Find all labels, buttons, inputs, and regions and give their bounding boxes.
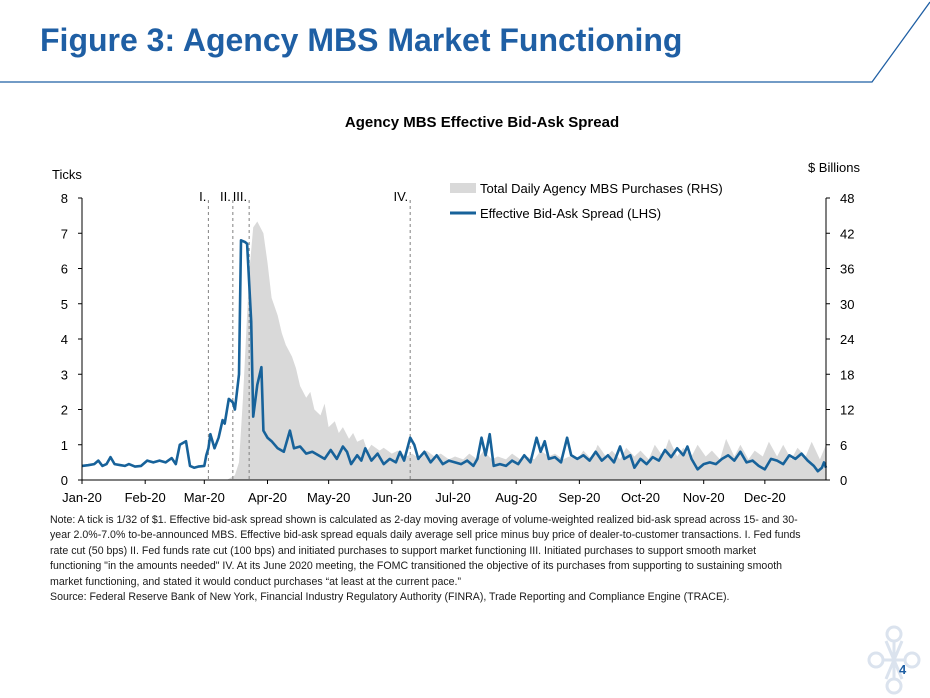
x-tick-label: Dec-20 — [744, 490, 786, 505]
x-tick-label: Apr-20 — [248, 490, 287, 505]
y-left-tick-label: 0 — [61, 473, 68, 488]
spread-line-layer — [81, 239, 828, 473]
mbs-chart: Agency MBS Effective Bid-Ask Spread Tick… — [52, 114, 861, 505]
y-right-tick-label: 12 — [840, 403, 854, 418]
fed-knot-logo — [867, 625, 921, 695]
event-label-3: III. — [233, 189, 247, 204]
x-tick-label: May-20 — [307, 490, 350, 505]
y-right-tick-label: 24 — [840, 332, 854, 347]
chart-title: Agency MBS Effective Bid-Ask Spread — [345, 114, 619, 131]
y-right-tick-label: 6 — [840, 438, 847, 453]
purchases-area-layer — [82, 221, 826, 480]
x-tick-label: Nov-20 — [683, 490, 725, 505]
chart-notes: Note: A tick is 1/32 of $1. Effective bi… — [50, 513, 810, 605]
x-tick-label: Mar-20 — [184, 490, 225, 505]
legend-label-purchases: Total Daily Agency MBS Purchases (RHS) — [480, 181, 723, 196]
legend-label-spread: Effective Bid-Ask Spread (LHS) — [480, 206, 661, 221]
slide-title: Figure 3: Agency MBS Market Functioning — [40, 22, 683, 58]
note-text: Note: A tick is 1/32 of $1. Effective bi… — [50, 514, 801, 588]
event-label-2: II. — [220, 189, 231, 204]
y-left-tick-label: 8 — [61, 191, 68, 206]
y-left-tick-label: 4 — [61, 332, 68, 347]
x-tick-label: Jan-20 — [62, 490, 102, 505]
y-right-tick-label: 42 — [840, 226, 854, 241]
page-number: 4 — [899, 662, 907, 677]
title-rule — [0, 1, 930, 83]
x-tick-label: Jun-20 — [372, 490, 412, 505]
y-right-tick-label: 30 — [840, 297, 854, 312]
x-tick-label: Jul-20 — [435, 490, 470, 505]
legend: Total Daily Agency MBS Purchases (RHS) E… — [450, 181, 723, 221]
y-right-tick-label: 48 — [840, 191, 854, 206]
event-label-4: IV. — [393, 189, 408, 204]
spread-line — [81, 239, 828, 473]
event-label-1: I. — [199, 189, 206, 204]
x-tick-label: Feb-20 — [125, 490, 166, 505]
x-tick-label: Sep-20 — [558, 490, 600, 505]
y-right-tick-label: 36 — [840, 262, 854, 277]
y-left-axis-label: Ticks — [52, 167, 82, 182]
y-left-tick-label: 3 — [61, 367, 68, 382]
source-text: Source: Federal Reserve Bank of New York… — [50, 591, 730, 604]
y-left-tick-label: 6 — [61, 262, 68, 277]
event-markers: I. II. III. IV. — [199, 189, 411, 480]
y-right-tick-label: 18 — [840, 367, 854, 382]
x-tick-label: Oct-20 — [621, 490, 660, 505]
y-right-axis-label: $ Billions — [808, 160, 861, 175]
y-left-tick-label: 1 — [61, 438, 68, 453]
x-tick-label: Aug-20 — [495, 490, 537, 505]
y-left-tick-label: 5 — [61, 297, 68, 312]
y-left-tick-label: 2 — [61, 403, 68, 418]
y-right-tick-label: 0 — [840, 473, 847, 488]
y-left-tick-label: 7 — [61, 226, 68, 241]
legend-swatch-purchases — [450, 183, 476, 193]
purchases-area — [82, 221, 826, 480]
